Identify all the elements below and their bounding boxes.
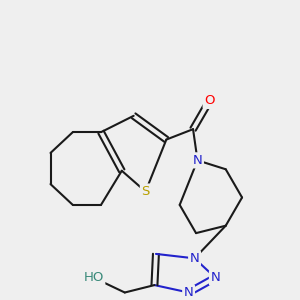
Text: N: N — [211, 271, 220, 284]
Text: HO: HO — [83, 271, 104, 284]
Text: N: N — [193, 154, 202, 167]
Text: O: O — [204, 94, 214, 107]
Text: N: N — [190, 252, 200, 265]
Text: S: S — [141, 185, 150, 198]
Text: N: N — [184, 286, 194, 299]
